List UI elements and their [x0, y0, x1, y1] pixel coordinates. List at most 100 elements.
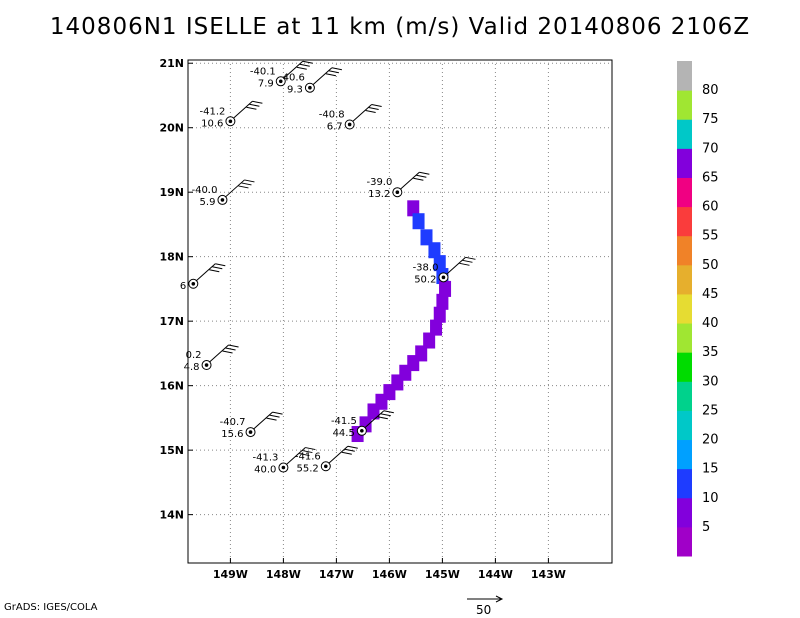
- wind-barb-flag-icon: [325, 73, 336, 77]
- tick-label-y: 16N: [159, 380, 184, 393]
- reference-vector-label: 50: [476, 603, 491, 617]
- swath-cell: [423, 332, 436, 349]
- station-speed: 55.2: [297, 463, 319, 474]
- station-center-icon: [220, 198, 225, 202]
- colorbar-segment: [677, 526, 692, 557]
- colorbar-segment: [677, 439, 692, 470]
- station-speed: 6: [180, 281, 186, 292]
- colorbar-label: 45: [702, 287, 719, 302]
- wind-barb-icon: [286, 447, 306, 465]
- wind-barb-icon: [352, 104, 372, 122]
- colorbar-segment: [677, 177, 692, 208]
- colorbar-label: 75: [702, 112, 719, 127]
- wind-barb-flag-icon: [246, 106, 257, 110]
- tick-label-x: 145W: [425, 568, 460, 581]
- wind-barb-flag-icon: [462, 259, 473, 263]
- swath-cell: [433, 255, 446, 272]
- station: -40.86.7: [319, 103, 382, 132]
- station-speed: 50.2: [414, 274, 436, 285]
- station-temperature: 40.6: [283, 73, 305, 84]
- wind-barb-flag-icon: [419, 171, 430, 175]
- axis-ticks: 149W 148W 147W 146W 145W 144W 143W 14N 15N 16N 17N…: [159, 57, 565, 581]
- colorbar-segment: [677, 323, 692, 353]
- station-speed: 44.5: [333, 428, 355, 439]
- wind-barb-flag-icon: [459, 262, 470, 266]
- wind-barb-flag-icon: [209, 269, 220, 273]
- wind-barb-flag-icon: [269, 414, 280, 418]
- wind-barb-flag-icon: [383, 410, 394, 414]
- wind-barb-flag-icon: [228, 344, 239, 348]
- wind-barb-flag-icon: [365, 109, 376, 113]
- wind-barb-flag-icon: [416, 174, 427, 178]
- plot-border: [187, 59, 613, 564]
- station-center-icon: [395, 190, 400, 194]
- station-speed: 5.9: [200, 197, 216, 208]
- colorbar-segment: [677, 90, 692, 120]
- wind-barb-flag-icon: [302, 60, 313, 64]
- swath-cell: [436, 293, 449, 310]
- station: -38.050.2: [413, 256, 476, 285]
- wind-barb-flag-icon: [302, 450, 313, 454]
- wind-barb-flag-icon: [222, 350, 233, 354]
- station: -41.655.2: [295, 445, 358, 474]
- station-speed: 13.2: [368, 189, 390, 200]
- colorbar-segment: [677, 410, 692, 441]
- station-center-icon: [347, 122, 352, 127]
- station-center-icon: [228, 119, 233, 124]
- station-speed: 40.0: [254, 465, 276, 476]
- wind-barb-flag-icon: [377, 416, 388, 420]
- swath-cell: [430, 319, 443, 336]
- wind-barb-icon: [283, 60, 304, 79]
- station-speed: 6.7: [327, 121, 343, 132]
- tick-label-x: 147W: [319, 568, 354, 581]
- wind-barb-flag-icon: [465, 256, 476, 260]
- wind-barb-icon: [364, 410, 385, 429]
- station-temperature: -41.5: [331, 416, 357, 427]
- tick-label-y: 21N: [159, 57, 184, 70]
- colorbar-segment: [677, 148, 692, 178]
- station-markers: -40.17.940.69.3-41.210.6-40.86.7-40.05.9…: [180, 60, 476, 476]
- station-temperature: 0.2: [186, 350, 202, 361]
- wind-swath: [351, 200, 452, 443]
- wind-barb-flag-icon: [212, 266, 223, 270]
- tick-label-y: 18N: [159, 251, 184, 264]
- wind-barb-flag-icon: [347, 445, 358, 449]
- station-temperature: -40.7: [220, 417, 246, 428]
- wind-barb-icon: [195, 263, 216, 282]
- station-center-icon: [308, 85, 312, 90]
- station: 6: [180, 263, 226, 292]
- station: -41.210.6: [200, 100, 263, 129]
- reference-vector: 50: [467, 595, 504, 617]
- wind-barb-icon: [233, 100, 253, 119]
- colorbar-segment: [677, 293, 692, 324]
- wind-barb-flag-icon: [341, 451, 352, 455]
- wind-barb-flag-icon: [413, 177, 424, 181]
- station: -40.17.9: [250, 60, 313, 89]
- station-temperature: -41.3: [253, 453, 279, 464]
- wind-barb-flag-icon: [241, 182, 252, 186]
- wind-barb-icon: [253, 411, 273, 430]
- station-center-icon: [281, 465, 286, 470]
- wind-barb-flag-icon: [368, 106, 379, 110]
- wind-barb-flag-icon: [272, 411, 283, 415]
- wind-barb-flag-icon: [225, 347, 236, 351]
- colorbar-label: 65: [702, 170, 719, 185]
- station: -39.013.2: [366, 171, 430, 200]
- tick-label-x: 143W: [531, 568, 566, 581]
- wind-barb-flag-icon: [371, 103, 382, 107]
- colorbar-segment: [677, 381, 692, 411]
- station-temperature: -41.2: [200, 106, 226, 117]
- wind-barb-flag-icon: [266, 417, 277, 421]
- station: 40.69.3: [283, 67, 342, 96]
- station-center-icon: [248, 430, 253, 434]
- wind-barb-flag-icon: [215, 263, 226, 267]
- chart-title: 140806N1 ISELLE at 11 km (m/s) Valid 201…: [49, 14, 751, 40]
- tick-label-x: 148W: [266, 568, 301, 581]
- colorbar-label: 35: [702, 345, 719, 360]
- tick-label-x: 149W: [213, 568, 248, 581]
- wind-barb-flag-icon: [299, 63, 310, 67]
- station-temperature: -41.6: [295, 451, 321, 462]
- station-temperature: -40.8: [319, 109, 345, 120]
- swath-cell: [412, 213, 425, 230]
- colorbar-label: 25: [702, 403, 719, 418]
